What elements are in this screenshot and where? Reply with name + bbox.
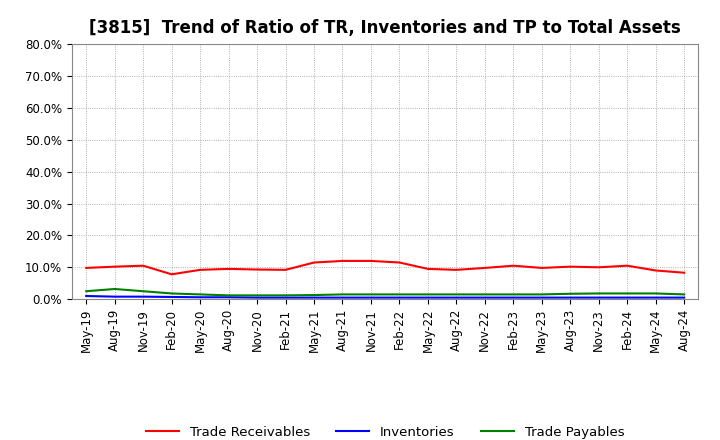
Trade Receivables xyxy=(452,267,461,272)
Inventories xyxy=(509,295,518,300)
Trade Payables xyxy=(452,292,461,297)
Trade Receivables xyxy=(423,266,432,271)
Trade Payables xyxy=(167,291,176,296)
Inventories xyxy=(395,295,404,300)
Inventories xyxy=(623,295,631,300)
Trade Receivables xyxy=(338,258,347,264)
Inventories xyxy=(282,295,290,300)
Trade Payables xyxy=(310,293,318,298)
Inventories xyxy=(82,293,91,299)
Trade Payables xyxy=(623,291,631,296)
Inventories xyxy=(366,295,375,300)
Trade Payables xyxy=(366,292,375,297)
Trade Receivables xyxy=(537,265,546,271)
Inventories xyxy=(652,295,660,300)
Trade Payables xyxy=(139,289,148,294)
Inventories xyxy=(253,295,261,300)
Trade Payables xyxy=(680,292,688,297)
Trade Receivables xyxy=(595,265,603,270)
Trade Receivables xyxy=(139,263,148,268)
Trade Receivables xyxy=(253,267,261,272)
Trade Payables xyxy=(423,292,432,297)
Trade Payables xyxy=(652,291,660,296)
Inventories xyxy=(139,294,148,299)
Trade Payables xyxy=(82,289,91,294)
Trade Payables xyxy=(595,291,603,296)
Trade Receivables xyxy=(566,264,575,269)
Trade Payables xyxy=(225,293,233,298)
Inventories xyxy=(310,295,318,300)
Trade Payables xyxy=(338,292,347,297)
Trade Payables xyxy=(253,293,261,298)
Trade Payables xyxy=(395,292,404,297)
Trade Payables xyxy=(509,292,518,297)
Title: [3815]  Trend of Ratio of TR, Inventories and TP to Total Assets: [3815] Trend of Ratio of TR, Inventories… xyxy=(89,19,681,37)
Trade Receivables xyxy=(623,263,631,268)
Inventories xyxy=(167,294,176,300)
Trade Receivables xyxy=(282,267,290,272)
Trade Receivables xyxy=(680,270,688,275)
Inventories xyxy=(196,295,204,300)
Trade Receivables xyxy=(366,258,375,264)
Trade Receivables xyxy=(82,265,91,271)
Line: Inventories: Inventories xyxy=(86,296,684,297)
Trade Receivables xyxy=(196,267,204,272)
Trade Receivables xyxy=(652,268,660,273)
Inventories xyxy=(566,295,575,300)
Trade Receivables xyxy=(480,265,489,271)
Trade Payables xyxy=(566,291,575,297)
Inventories xyxy=(338,295,347,300)
Inventories xyxy=(537,295,546,300)
Inventories xyxy=(452,295,461,300)
Trade Payables xyxy=(480,292,489,297)
Line: Trade Receivables: Trade Receivables xyxy=(86,261,684,274)
Legend: Trade Receivables, Inventories, Trade Payables: Trade Receivables, Inventories, Trade Pa… xyxy=(141,421,629,440)
Trade Receivables xyxy=(509,263,518,268)
Trade Receivables xyxy=(167,271,176,277)
Trade Payables xyxy=(196,292,204,297)
Inventories xyxy=(595,295,603,300)
Trade Payables xyxy=(537,292,546,297)
Inventories xyxy=(110,294,119,299)
Inventories xyxy=(480,295,489,300)
Trade Receivables xyxy=(310,260,318,265)
Trade Receivables xyxy=(110,264,119,269)
Trade Payables xyxy=(110,286,119,292)
Line: Trade Payables: Trade Payables xyxy=(86,289,684,295)
Trade Payables xyxy=(282,293,290,298)
Inventories xyxy=(680,295,688,300)
Inventories xyxy=(423,295,432,300)
Trade Receivables xyxy=(225,266,233,271)
Trade Receivables xyxy=(395,260,404,265)
Inventories xyxy=(225,295,233,300)
